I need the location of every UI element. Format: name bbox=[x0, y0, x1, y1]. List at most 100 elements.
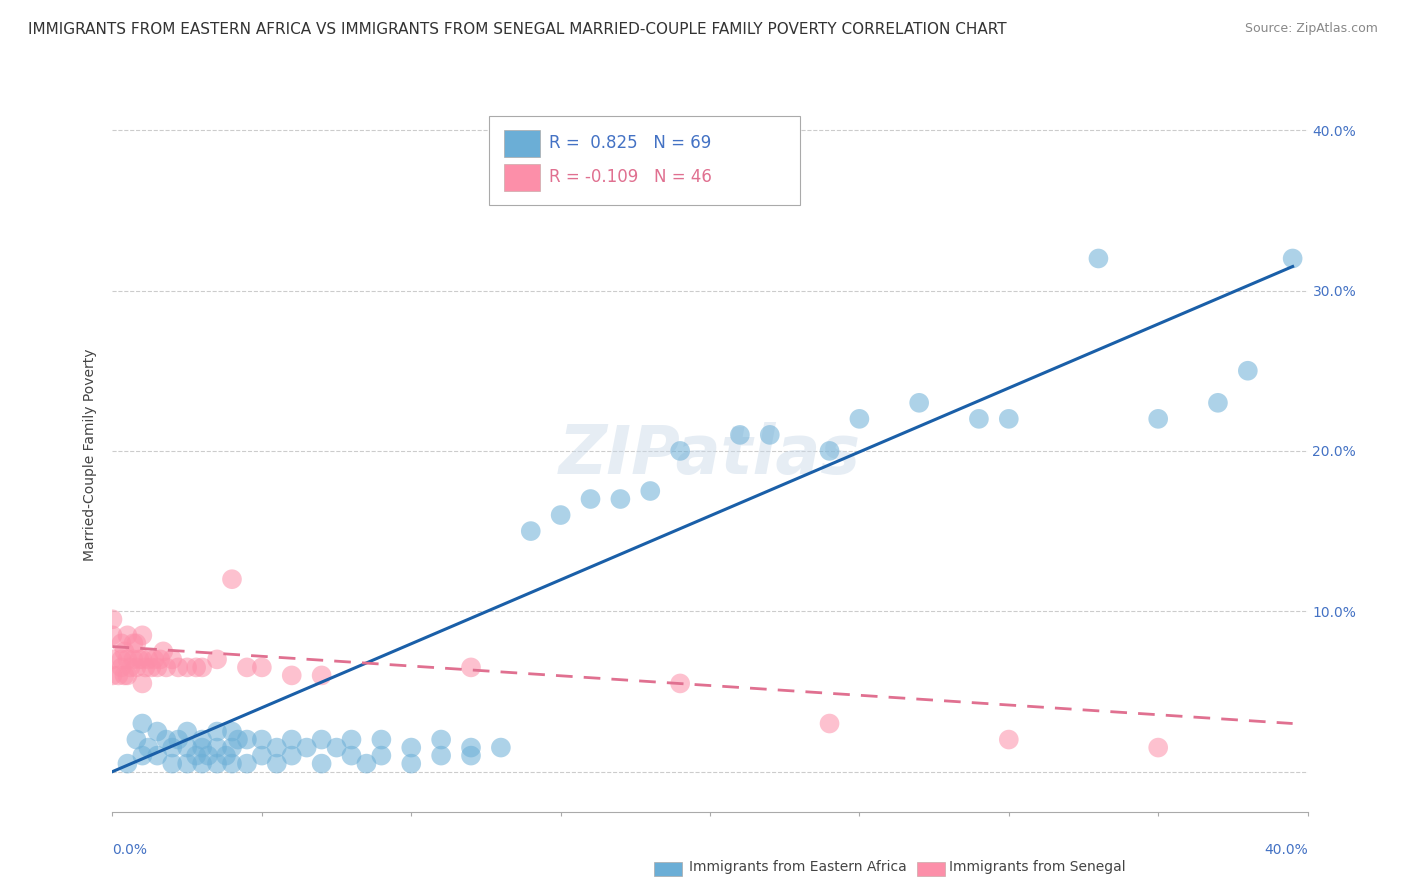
Point bbox=[162, 652, 183, 666]
Point bbox=[125, 732, 148, 747]
Point bbox=[609, 491, 631, 506]
Point bbox=[128, 652, 150, 666]
Point bbox=[908, 396, 931, 410]
Point bbox=[356, 756, 378, 771]
FancyBboxPatch shape bbox=[505, 129, 540, 157]
Point bbox=[221, 724, 243, 739]
Point bbox=[311, 756, 333, 771]
Point bbox=[146, 724, 169, 739]
Point bbox=[101, 628, 124, 642]
Point bbox=[221, 572, 243, 586]
Point bbox=[1147, 412, 1170, 426]
Point bbox=[114, 644, 135, 658]
Point bbox=[370, 748, 392, 763]
Point bbox=[117, 668, 139, 682]
Text: ZIPatlas: ZIPatlas bbox=[560, 422, 860, 488]
Text: Source: ZipAtlas.com: Source: ZipAtlas.com bbox=[1244, 22, 1378, 36]
Point bbox=[226, 732, 249, 747]
Point bbox=[236, 732, 259, 747]
Point bbox=[186, 660, 208, 674]
Point bbox=[430, 732, 453, 747]
Point bbox=[138, 740, 160, 755]
Point bbox=[669, 676, 692, 690]
Point bbox=[155, 660, 177, 674]
Point bbox=[152, 644, 174, 658]
Point bbox=[131, 652, 153, 666]
Point bbox=[162, 756, 183, 771]
Text: 0.0%: 0.0% bbox=[112, 843, 148, 857]
Point bbox=[146, 748, 169, 763]
FancyBboxPatch shape bbox=[489, 116, 800, 205]
Point bbox=[131, 628, 153, 642]
Point bbox=[131, 748, 153, 763]
Point bbox=[281, 748, 304, 763]
Text: Immigrants from Eastern Africa: Immigrants from Eastern Africa bbox=[689, 860, 907, 874]
Point bbox=[110, 636, 132, 650]
Point bbox=[266, 756, 288, 771]
Text: Immigrants from Senegal: Immigrants from Senegal bbox=[949, 860, 1126, 874]
Point bbox=[1147, 740, 1170, 755]
Point bbox=[205, 724, 228, 739]
Point bbox=[295, 740, 318, 755]
Point bbox=[176, 660, 198, 674]
Point bbox=[340, 748, 363, 763]
Point bbox=[311, 732, 333, 747]
Text: IMMIGRANTS FROM EASTERN AFRICA VS IMMIGRANTS FROM SENEGAL MARRIED-COUPLE FAMILY : IMMIGRANTS FROM EASTERN AFRICA VS IMMIGR… bbox=[28, 22, 1007, 37]
Point bbox=[215, 748, 238, 763]
Point bbox=[221, 740, 243, 755]
Point bbox=[998, 412, 1021, 426]
Point bbox=[101, 652, 124, 666]
Point bbox=[236, 660, 259, 674]
Point bbox=[110, 660, 132, 674]
Point bbox=[191, 732, 214, 747]
Point bbox=[250, 660, 273, 674]
Point bbox=[311, 668, 333, 682]
Point bbox=[550, 508, 572, 522]
Point bbox=[236, 756, 259, 771]
Text: 40.0%: 40.0% bbox=[1264, 843, 1308, 857]
Point bbox=[197, 748, 219, 763]
FancyBboxPatch shape bbox=[505, 164, 540, 191]
Point bbox=[205, 652, 228, 666]
Point bbox=[430, 748, 453, 763]
Point bbox=[325, 740, 347, 755]
Point bbox=[122, 636, 145, 650]
Point bbox=[281, 732, 304, 747]
Point bbox=[125, 636, 148, 650]
Point bbox=[131, 676, 153, 690]
Point bbox=[1206, 396, 1229, 410]
Point bbox=[1281, 252, 1303, 266]
Point bbox=[401, 756, 423, 771]
Point bbox=[818, 716, 841, 731]
Point bbox=[155, 732, 177, 747]
Point bbox=[186, 748, 208, 763]
Point bbox=[101, 668, 124, 682]
Point bbox=[370, 732, 392, 747]
Point bbox=[125, 660, 148, 674]
Point bbox=[1087, 252, 1109, 266]
Point bbox=[460, 660, 482, 674]
Point bbox=[1237, 364, 1260, 378]
Point bbox=[117, 756, 139, 771]
Point bbox=[143, 652, 166, 666]
Point bbox=[131, 716, 153, 731]
Point bbox=[728, 428, 751, 442]
Point bbox=[669, 444, 692, 458]
Point bbox=[191, 740, 214, 755]
Point bbox=[967, 412, 990, 426]
Point bbox=[191, 660, 214, 674]
Point bbox=[221, 756, 243, 771]
Point bbox=[107, 668, 129, 682]
Point bbox=[460, 748, 482, 763]
Point bbox=[638, 483, 662, 498]
Point bbox=[162, 740, 183, 755]
Point bbox=[520, 524, 543, 538]
Point bbox=[122, 652, 145, 666]
Point bbox=[117, 652, 139, 666]
Point bbox=[818, 444, 841, 458]
Point bbox=[250, 732, 273, 747]
Point bbox=[998, 732, 1021, 747]
Point bbox=[149, 652, 172, 666]
Point bbox=[281, 668, 304, 682]
Point bbox=[117, 628, 139, 642]
